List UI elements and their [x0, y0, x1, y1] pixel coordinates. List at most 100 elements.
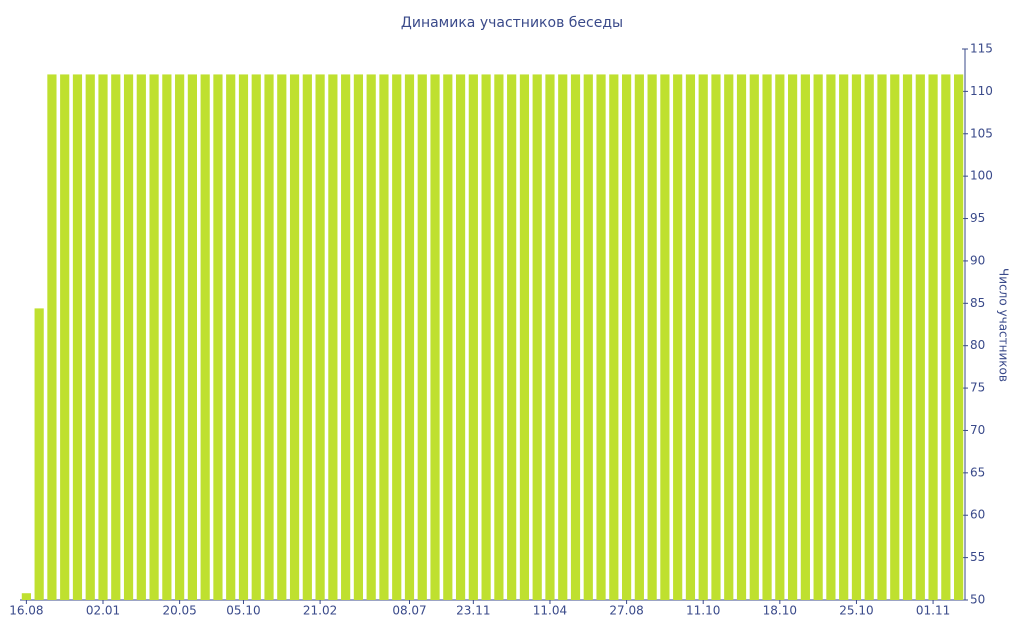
y-tick-label: 70	[970, 423, 985, 437]
y-tick-label: 80	[970, 338, 985, 352]
bar	[621, 74, 632, 600]
bar	[928, 74, 938, 600]
bar	[749, 74, 759, 600]
chart-title: Динамика участников беседы	[401, 15, 623, 31]
bar	[430, 74, 440, 600]
bar	[762, 74, 772, 600]
bar	[98, 74, 108, 600]
x-tick-label: 01.11	[916, 604, 950, 618]
bar	[660, 74, 670, 600]
bar	[162, 74, 172, 600]
bar	[877, 74, 887, 600]
x-tick-label: 05.10	[226, 604, 260, 618]
x-tick-label: 25.10	[839, 604, 873, 618]
y-tick-label: 90	[970, 253, 985, 267]
bar	[532, 74, 542, 600]
x-tick-label: 11.04	[533, 604, 567, 618]
bar	[647, 74, 657, 600]
bar	[366, 74, 376, 600]
bar	[277, 74, 287, 600]
bar	[634, 74, 644, 600]
x-tick-label: 23.11	[456, 604, 490, 618]
x-tick-label: 08.07	[392, 604, 426, 618]
bar	[558, 74, 568, 600]
bar	[813, 74, 823, 600]
bar	[839, 74, 849, 600]
bar	[226, 74, 236, 600]
bar	[341, 74, 351, 600]
x-tick-label: 16.08	[9, 604, 43, 618]
bar	[123, 74, 134, 600]
bar	[596, 74, 606, 600]
x-tick-label: 02.01	[86, 604, 120, 618]
bar	[685, 74, 696, 600]
bar	[264, 74, 274, 600]
bar	[238, 74, 249, 600]
bar	[289, 74, 300, 600]
bar	[21, 593, 31, 600]
bar	[187, 74, 197, 600]
bar	[902, 74, 913, 600]
bar	[213, 74, 223, 600]
bar	[890, 74, 900, 600]
bar	[736, 74, 747, 600]
bar	[417, 74, 427, 600]
y-tick-label: 55	[970, 550, 985, 564]
bar	[481, 74, 491, 600]
bar	[47, 74, 57, 600]
y-tick-label: 85	[970, 296, 985, 310]
bar	[711, 74, 721, 600]
x-tick-label: 20.05	[162, 604, 196, 618]
bar	[545, 74, 555, 600]
bar	[519, 74, 530, 600]
y-tick-label: 100	[970, 169, 993, 183]
bar	[379, 74, 389, 600]
bar	[72, 74, 83, 600]
y-axis-title: Число участников	[997, 268, 1011, 382]
x-tick-label: 21.02	[303, 604, 337, 618]
bar	[673, 74, 683, 600]
bar	[455, 74, 466, 600]
bar	[175, 74, 185, 600]
y-tick-label: 105	[970, 126, 993, 140]
bar	[85, 74, 95, 600]
bar	[954, 74, 964, 600]
bar	[800, 74, 810, 600]
bar	[443, 74, 453, 600]
bar	[851, 74, 862, 600]
bar	[494, 74, 504, 600]
bar	[34, 308, 44, 600]
y-tick-label: 75	[970, 381, 985, 395]
bar	[328, 74, 338, 600]
y-tick-label: 65	[970, 465, 985, 479]
bar	[775, 74, 785, 600]
y-tick-label: 115	[970, 42, 993, 56]
y-tick-label: 60	[970, 508, 985, 522]
bar	[149, 74, 159, 600]
bar	[392, 74, 402, 600]
bar	[404, 74, 415, 600]
bar	[826, 74, 836, 600]
bar	[609, 74, 619, 600]
bar	[507, 74, 517, 600]
y-tick-label: 50	[970, 593, 985, 607]
bar	[864, 74, 874, 600]
bar	[251, 74, 261, 600]
bar	[941, 74, 951, 600]
x-tick-label: 27.08	[609, 604, 643, 618]
bar	[570, 74, 581, 600]
y-tick-label: 110	[970, 84, 993, 98]
bar	[698, 74, 708, 600]
bar	[136, 74, 146, 600]
bar	[302, 74, 312, 600]
bar	[468, 74, 478, 600]
bar	[200, 74, 210, 600]
bar	[583, 74, 593, 600]
bar	[60, 74, 70, 600]
bar	[724, 74, 734, 600]
x-tick-label: 11.10	[686, 604, 720, 618]
bar	[315, 74, 325, 600]
bar	[788, 74, 798, 600]
x-tick-label: 18.10	[763, 604, 797, 618]
